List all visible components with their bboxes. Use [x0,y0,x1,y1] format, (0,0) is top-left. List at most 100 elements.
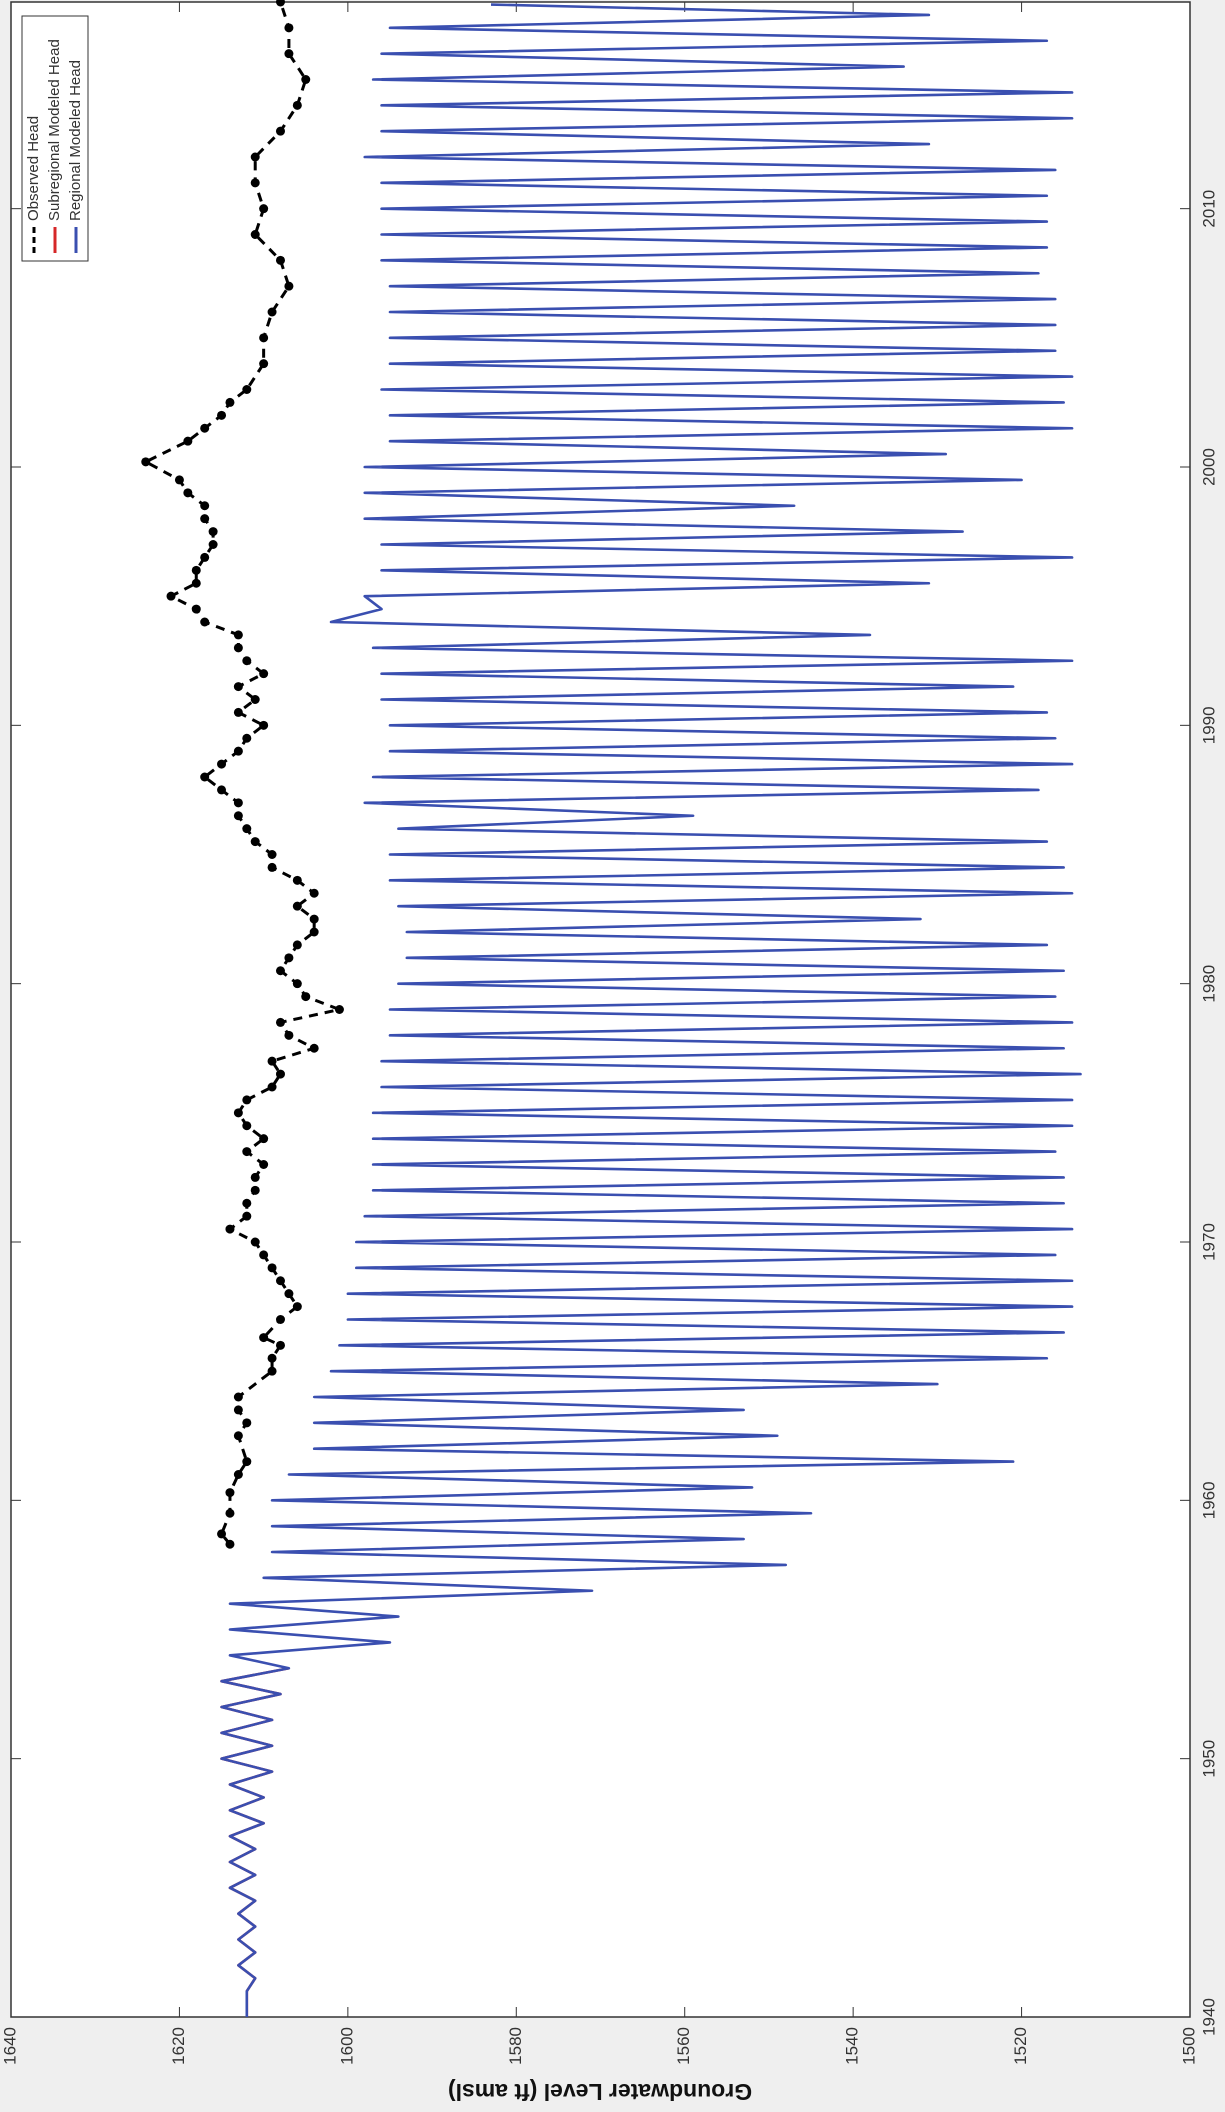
data-point [200,772,210,782]
data-point [334,1005,344,1014]
data-point [208,527,218,537]
data-point [284,281,294,291]
data-point [233,1108,243,1118]
data-point [250,1237,260,1247]
y-tick-label: 1500 [1179,2027,1198,2065]
legend-label: Subregional Modeled Head [46,39,63,221]
data-point [242,385,252,394]
data-point [183,488,193,498]
data-point [166,591,176,601]
data-point [242,1418,252,1428]
data-point [259,1134,269,1144]
data-point [183,436,193,446]
data-point [233,630,243,640]
data-point [275,1069,285,1079]
data-point [233,746,243,756]
data-point [233,1470,243,1479]
x-tick-label: 1970 [1199,1223,1218,1261]
data-point [267,307,277,317]
data-point [242,1121,252,1131]
data-point [259,333,269,343]
data-point [242,733,252,743]
data-point [259,1333,269,1343]
data-point [208,540,218,549]
data-point [309,914,319,924]
data-point [233,682,243,692]
data-point [259,359,269,369]
data-point [242,1211,252,1221]
data-point [200,501,210,511]
data-point [242,1198,252,1208]
data-point [284,49,294,59]
data-point [242,824,252,834]
x-tick-label: 2010 [1199,190,1218,228]
data-point [259,204,269,214]
y-tick-label: 1600 [337,2027,356,2065]
y-tick-label: 1520 [1011,2027,1030,2065]
data-point [250,695,260,704]
data-point [259,1250,269,1260]
legend-label: Regional Modeled Head [67,60,84,221]
data-point [292,979,302,989]
data-point [292,901,302,911]
data-point [217,785,227,795]
data-point [284,23,294,33]
data-point [284,953,294,963]
data-point [225,1539,235,1549]
data-point [200,514,210,524]
plot-area [10,1,1191,2018]
data-point [275,255,285,265]
data-point [191,578,201,588]
x-tick-label: 1950 [1199,1740,1218,1778]
data-point [275,0,285,7]
data-point [233,1431,243,1441]
x-tick-label: 1990 [1199,706,1218,744]
data-point [275,1340,285,1350]
data-point [225,397,235,407]
data-point [200,617,210,627]
data-point [309,888,319,898]
data-point [267,862,277,872]
data-point [174,475,184,485]
data-point [217,410,227,420]
data-point [250,152,260,162]
series-line [220,3,1082,2017]
data-point [275,1017,285,1027]
data-point [301,992,311,1002]
data-point [275,126,285,136]
data-point [267,1082,277,1092]
data-point [233,707,243,717]
data-point [225,1508,235,1518]
data-point [233,643,243,653]
data-point [217,1529,227,1539]
data-point [292,100,302,110]
data-point [191,604,201,614]
data-point [242,1147,252,1157]
data-point [292,1302,302,1312]
data-point [141,457,151,467]
data-point [309,1043,319,1053]
legend-label: Observed Head [25,116,42,221]
data-point [267,1056,277,1066]
data-point [250,837,260,847]
data-point [309,927,319,937]
data-point [259,720,269,730]
data-point [242,1457,252,1467]
data-point [250,178,260,188]
data-point [259,669,269,679]
data-point [191,565,201,575]
data-point [275,966,285,976]
data-point [250,230,260,239]
y-tick-label: 1560 [674,2027,693,2065]
data-point [284,1289,294,1299]
data-point [275,1315,285,1324]
data-point [233,798,243,808]
y-tick-label: 1540 [843,2027,862,2065]
x-tick-label: 1960 [1199,1481,1218,1519]
data-point [200,423,210,433]
data-point [242,656,252,666]
data-point [267,850,277,859]
data-point [250,1185,260,1195]
